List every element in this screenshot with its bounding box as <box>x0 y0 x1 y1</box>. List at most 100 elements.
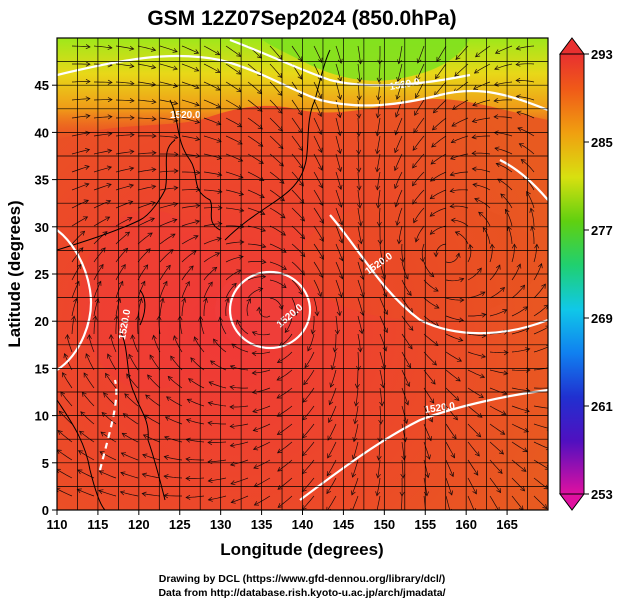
streamline-arrow <box>376 221 382 227</box>
streamline <box>423 297 440 309</box>
streamline <box>284 315 293 333</box>
streamline-arrow <box>406 290 412 296</box>
streamline-arrow <box>515 61 521 67</box>
streamline-arrow <box>151 99 157 105</box>
streamline <box>128 354 139 371</box>
streamline-arrow <box>329 382 335 388</box>
streamline-arrow <box>252 408 258 414</box>
streamline-arrow <box>458 317 465 323</box>
streamline-arrow <box>236 319 241 325</box>
streamline-arrow <box>276 394 282 399</box>
streamline-arrow <box>150 200 156 206</box>
streamline-arrow <box>473 470 479 476</box>
streamline <box>313 153 323 171</box>
streamline <box>357 225 362 244</box>
streamline-arrow <box>454 231 460 236</box>
streamline-arrow <box>258 286 264 292</box>
streamline <box>451 135 469 143</box>
streamline <box>291 81 303 98</box>
streamline <box>489 287 505 299</box>
streamline-arrow <box>375 131 381 137</box>
streamline-arrow <box>357 203 363 209</box>
streamline-arrow <box>145 394 151 400</box>
streamline <box>203 81 221 91</box>
streamline-arrow <box>276 376 282 381</box>
streamline <box>533 346 548 353</box>
credit-data: Data from http://database.rish.kyoto-u.a… <box>158 587 445 599</box>
streamline <box>208 422 226 425</box>
streamline-arrow <box>194 119 201 124</box>
streamline-arrow <box>503 370 509 376</box>
streamline <box>181 265 194 281</box>
streamline <box>495 45 513 54</box>
colorbar-tick-label: 277 <box>591 223 613 238</box>
streamline <box>533 495 548 509</box>
streamline-arrow <box>310 329 316 335</box>
streamline <box>188 378 205 389</box>
streamline <box>230 441 249 447</box>
streamline-arrow <box>141 472 147 478</box>
streamline-arrow <box>476 432 482 438</box>
streamline <box>302 423 315 439</box>
streamline <box>71 98 90 101</box>
streamline <box>126 373 139 389</box>
streamline-arrow <box>357 221 363 227</box>
streamline <box>335 45 342 64</box>
streamline <box>120 472 139 479</box>
streamline <box>269 297 283 310</box>
streamline <box>313 261 324 278</box>
streamline <box>277 441 293 454</box>
streamline-arrow <box>297 56 303 62</box>
streamline <box>247 276 266 281</box>
streamline <box>474 63 491 74</box>
streamline-arrow <box>520 284 526 290</box>
streamline-arrow <box>58 410 64 416</box>
streamline <box>378 63 381 83</box>
streamline <box>429 207 447 217</box>
streamline-arrow <box>98 489 104 495</box>
streamline <box>312 315 315 334</box>
streamline-arrow <box>375 167 381 173</box>
streamline <box>395 117 403 135</box>
streamline <box>153 335 161 353</box>
streamline <box>93 200 111 209</box>
streamline-arrow <box>172 48 178 53</box>
x-tick-label: 155 <box>414 517 436 532</box>
streamline <box>445 351 462 362</box>
streamline-arrow <box>276 448 283 454</box>
streamline <box>252 331 271 336</box>
streamline-arrow <box>515 94 521 100</box>
streamline <box>445 369 461 382</box>
streamline <box>225 269 242 281</box>
streamline-arrow <box>79 430 85 436</box>
streamline <box>357 189 361 208</box>
streamline <box>71 45 91 48</box>
streamline-arrow <box>526 190 531 197</box>
streamline <box>181 135 200 140</box>
streamline-arrow <box>480 291 486 297</box>
streamline-arrow <box>188 378 194 383</box>
colorbar-tick-label: 269 <box>591 311 613 326</box>
streamline <box>145 394 161 407</box>
streamline-arrow <box>128 353 134 360</box>
streamline <box>494 99 513 102</box>
streamline-arrow <box>299 181 304 187</box>
streamline-arrow <box>173 117 179 123</box>
streamline <box>467 387 484 398</box>
streamline-arrow <box>191 250 197 256</box>
streamline <box>526 191 535 209</box>
streamline <box>511 477 525 492</box>
streamline <box>379 351 385 370</box>
streamline-arrow <box>399 257 405 263</box>
streamline-arrow <box>207 420 213 426</box>
streamline <box>533 423 548 429</box>
streamline <box>159 81 178 87</box>
streamline <box>71 216 88 227</box>
streamline-arrow <box>449 188 455 194</box>
colorbar-tick-label: 253 <box>591 487 613 502</box>
streamline <box>516 63 535 66</box>
streamline <box>401 369 410 387</box>
streamline <box>147 374 161 389</box>
streamline-arrow <box>251 370 257 376</box>
streamline <box>144 414 161 425</box>
